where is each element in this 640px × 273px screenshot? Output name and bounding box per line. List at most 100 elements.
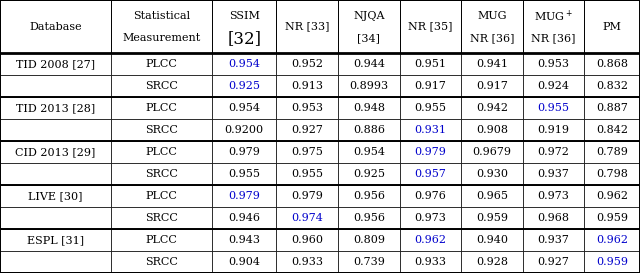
Text: Measurement: Measurement bbox=[123, 33, 201, 43]
Bar bbox=[111, 119, 212, 141]
Bar bbox=[111, 0, 212, 53]
Text: 0.798: 0.798 bbox=[596, 169, 628, 179]
Bar bbox=[111, 229, 212, 251]
Bar bbox=[111, 185, 212, 207]
Text: 0.976: 0.976 bbox=[415, 191, 446, 201]
Text: 0.930: 0.930 bbox=[476, 169, 508, 179]
Bar bbox=[399, 251, 461, 273]
Bar bbox=[461, 75, 523, 97]
Bar bbox=[338, 141, 399, 163]
Text: 0.955: 0.955 bbox=[414, 103, 446, 113]
Text: 0.941: 0.941 bbox=[476, 59, 508, 69]
Text: NR [36]: NR [36] bbox=[531, 33, 576, 43]
Text: 0.979: 0.979 bbox=[228, 147, 260, 157]
Bar bbox=[212, 207, 276, 229]
Text: PLCC: PLCC bbox=[146, 235, 178, 245]
Bar bbox=[111, 251, 212, 273]
Bar bbox=[0, 229, 111, 251]
Bar bbox=[276, 185, 338, 207]
Bar bbox=[338, 75, 399, 97]
Bar bbox=[276, 141, 338, 163]
Text: 0.946: 0.946 bbox=[228, 213, 260, 223]
Text: [34]: [34] bbox=[357, 33, 380, 43]
Bar bbox=[461, 97, 523, 119]
Text: 0.973: 0.973 bbox=[415, 213, 446, 223]
Text: 0.9679: 0.9679 bbox=[472, 147, 511, 157]
Bar bbox=[523, 185, 584, 207]
Text: 0.953: 0.953 bbox=[538, 59, 570, 69]
Bar bbox=[338, 163, 399, 185]
Bar bbox=[338, 229, 399, 251]
Bar bbox=[212, 0, 276, 53]
Text: 0.960: 0.960 bbox=[291, 235, 323, 245]
Bar bbox=[399, 0, 461, 53]
Text: 0.955: 0.955 bbox=[538, 103, 570, 113]
Bar bbox=[276, 97, 338, 119]
Bar bbox=[523, 119, 584, 141]
Text: TID 2008 [27]: TID 2008 [27] bbox=[16, 59, 95, 69]
Bar bbox=[0, 207, 111, 229]
Bar bbox=[111, 163, 212, 185]
Bar bbox=[0, 97, 111, 119]
Bar bbox=[338, 251, 399, 273]
Text: PLCC: PLCC bbox=[146, 103, 178, 113]
Text: SRCC: SRCC bbox=[145, 257, 178, 267]
Bar bbox=[212, 141, 276, 163]
Bar bbox=[111, 141, 212, 163]
Text: 0.959: 0.959 bbox=[596, 213, 628, 223]
Text: 0.809: 0.809 bbox=[353, 235, 385, 245]
Text: 0.931: 0.931 bbox=[414, 125, 446, 135]
Bar bbox=[523, 163, 584, 185]
Text: 0.942: 0.942 bbox=[476, 103, 508, 113]
Text: ESPL [31]: ESPL [31] bbox=[27, 235, 84, 245]
Bar bbox=[212, 119, 276, 141]
Bar bbox=[0, 141, 111, 163]
Bar bbox=[212, 229, 276, 251]
Text: 0.886: 0.886 bbox=[353, 125, 385, 135]
Text: Database: Database bbox=[29, 22, 82, 32]
Text: 0.973: 0.973 bbox=[538, 191, 570, 201]
Text: PLCC: PLCC bbox=[146, 191, 178, 201]
Bar bbox=[276, 251, 338, 273]
Bar bbox=[584, 97, 640, 119]
Text: SRCC: SRCC bbox=[145, 213, 178, 223]
Text: 0.956: 0.956 bbox=[353, 191, 385, 201]
Text: 0.962: 0.962 bbox=[596, 235, 628, 245]
Bar bbox=[461, 229, 523, 251]
Text: 0.927: 0.927 bbox=[291, 125, 323, 135]
Text: TID 2013 [28]: TID 2013 [28] bbox=[16, 103, 95, 113]
Text: 0.917: 0.917 bbox=[476, 81, 508, 91]
Text: 0.968: 0.968 bbox=[538, 213, 570, 223]
Text: 0.832: 0.832 bbox=[596, 81, 628, 91]
Bar bbox=[523, 97, 584, 119]
Bar bbox=[399, 119, 461, 141]
Bar bbox=[212, 97, 276, 119]
Bar bbox=[523, 229, 584, 251]
Text: MUG$^+$: MUG$^+$ bbox=[534, 8, 573, 24]
Bar bbox=[338, 0, 399, 53]
Text: 0.972: 0.972 bbox=[538, 147, 570, 157]
Text: SRCC: SRCC bbox=[145, 125, 178, 135]
Bar bbox=[338, 207, 399, 229]
Bar bbox=[523, 141, 584, 163]
Text: 0.919: 0.919 bbox=[538, 125, 570, 135]
Bar bbox=[399, 163, 461, 185]
Text: PLCC: PLCC bbox=[146, 59, 178, 69]
Text: PLCC: PLCC bbox=[146, 147, 178, 157]
Bar bbox=[338, 119, 399, 141]
Text: 0.975: 0.975 bbox=[291, 147, 323, 157]
Bar bbox=[523, 75, 584, 97]
Bar bbox=[399, 207, 461, 229]
Bar bbox=[523, 207, 584, 229]
Text: 0.959: 0.959 bbox=[596, 257, 628, 267]
Bar bbox=[461, 207, 523, 229]
Bar bbox=[338, 97, 399, 119]
Text: 0.955: 0.955 bbox=[291, 169, 323, 179]
Bar bbox=[399, 229, 461, 251]
Bar bbox=[584, 0, 640, 53]
Bar bbox=[584, 251, 640, 273]
Text: 0.979: 0.979 bbox=[228, 191, 260, 201]
Text: 0.940: 0.940 bbox=[476, 235, 508, 245]
Text: 0.933: 0.933 bbox=[291, 257, 323, 267]
Bar bbox=[399, 97, 461, 119]
